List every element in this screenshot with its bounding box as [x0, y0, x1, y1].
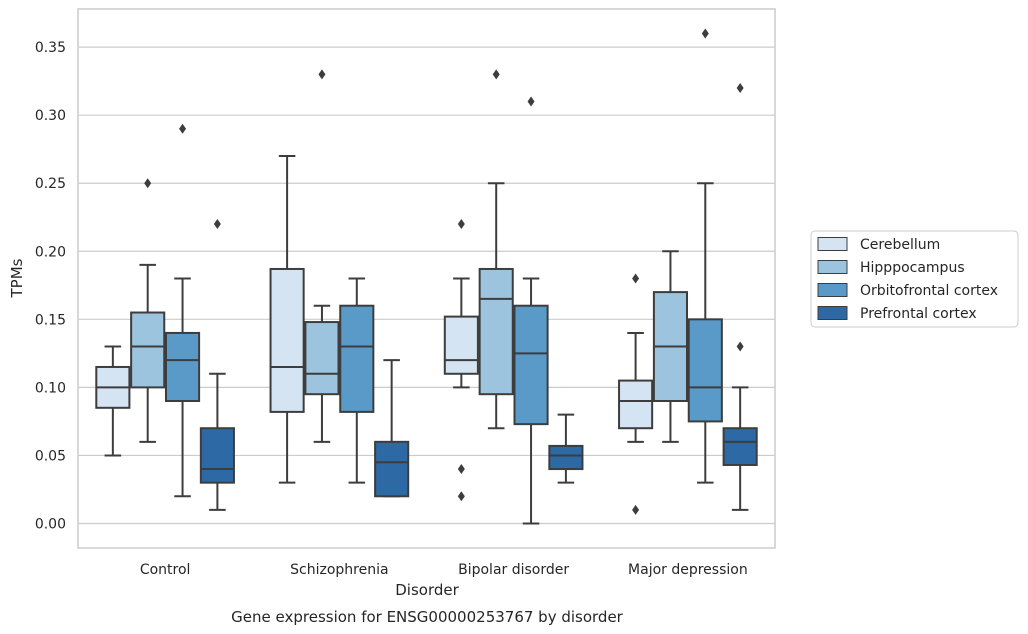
- legend-swatch: [817, 237, 848, 251]
- box: [374, 440, 410, 498]
- box: [269, 267, 305, 413]
- box: [199, 427, 235, 484]
- box: [339, 304, 375, 413]
- legend-swatch: [817, 260, 848, 274]
- outlier-point: [736, 341, 744, 352]
- plot-area: [78, 9, 775, 548]
- series-hipppocampus: [130, 69, 689, 443]
- y-tick-label: 0.10: [35, 380, 66, 396]
- series-orbitofrontal-cortex: [164, 28, 723, 525]
- y-tick-label: 0.20: [35, 244, 66, 260]
- y-tick-label: 0.25: [35, 176, 66, 192]
- outlier-point: [632, 273, 640, 284]
- box: [618, 379, 654, 430]
- y-tick-label: 0.05: [35, 448, 66, 464]
- outlier-point: [527, 96, 535, 107]
- legend-label: Cerebellum: [860, 237, 940, 253]
- x-tick-label: Schizophrenia: [290, 562, 388, 578]
- x-axis-label: Disorder: [395, 581, 459, 599]
- series-cerebellum: [95, 155, 654, 515]
- series-prefrontal-cortex: [199, 82, 758, 511]
- legend-label: Prefrontal cortex: [860, 306, 977, 322]
- box: [722, 427, 758, 466]
- y-axis-ticks: 0.00 0.05 0.10 0.15 0.20 0.25 0.30 0.35: [35, 40, 66, 532]
- outlier-point: [318, 69, 326, 80]
- outlier-point: [701, 28, 709, 39]
- legend: Cerebellum Hipppocampus Orbitofrontal cort…: [810, 230, 1019, 328]
- y-tick-label: 0.30: [35, 108, 66, 124]
- outlier-point: [492, 69, 500, 80]
- box: [130, 311, 166, 389]
- legend-swatch: [817, 283, 848, 297]
- outlier-point: [144, 178, 152, 189]
- y-tick-label: 0.00: [35, 517, 66, 533]
- box: [304, 321, 340, 396]
- box: [443, 315, 479, 375]
- box: [513, 304, 549, 426]
- box: [687, 318, 723, 423]
- x-tick-label: Bipolar disorder: [458, 562, 569, 578]
- x-tick-label: Major depression: [628, 562, 748, 578]
- box: [164, 331, 201, 403]
- outlier-point: [179, 123, 187, 134]
- plot-frame: [77, 8, 776, 549]
- box-series: [95, 28, 758, 525]
- outlier-point: [632, 504, 640, 515]
- box: [548, 444, 584, 471]
- outlier-point: [213, 219, 221, 230]
- outlier-point: [457, 464, 465, 475]
- outlier-point: [457, 219, 465, 230]
- y-tick-label: 0.15: [35, 312, 66, 328]
- x-tick-label: Control: [140, 562, 191, 578]
- legend-label: Orbitofrontal cortex: [860, 283, 998, 299]
- box: [478, 267, 514, 396]
- chart-caption: Gene expression for ENSG00000253767 by d…: [231, 608, 624, 626]
- legend-frame: [810, 230, 1019, 328]
- outlier-point: [736, 82, 744, 93]
- legend-swatch: [817, 306, 848, 320]
- x-axis-ticks: Control Schizophrenia Bipolar disorder Majo…: [140, 562, 748, 578]
- y-axis-label: TPMs: [8, 258, 26, 298]
- y-tick-label: 0.35: [35, 40, 66, 56]
- legend-label: Hipppocampus: [860, 260, 965, 276]
- outlier-point: [457, 491, 465, 502]
